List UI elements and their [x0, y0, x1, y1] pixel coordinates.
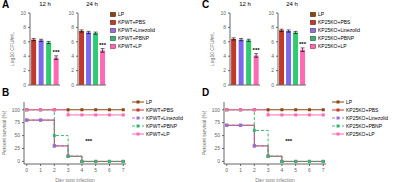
svg-text:2: 2 — [23, 67, 26, 73]
svg-text:10: 10 — [68, 10, 74, 16]
svg-text:5: 5 — [294, 167, 297, 173]
svg-text:2: 2 — [253, 167, 256, 173]
svg-text:Day post infection: Day post infection — [255, 177, 295, 182]
svg-text:1: 1 — [239, 167, 242, 173]
svg-text:3: 3 — [267, 167, 270, 173]
html-text:KP25KO+Linezolid: KP25KO+Linezolid — [346, 115, 389, 121]
html-text:B: B — [2, 87, 10, 98]
html-text:Log10 CFU/mL: Log10 CFU/mL — [9, 32, 15, 66]
svg-text:4: 4 — [223, 53, 226, 59]
html-text:Percent survival (%): Percent survival (%) — [1, 110, 7, 156]
html-text:KP25KO+Linezolid: KP25KO+Linezolid — [318, 27, 361, 33]
svg-text:0: 0 — [217, 158, 220, 164]
svg-text:2: 2 — [223, 67, 226, 73]
svg-text:***: *** — [99, 42, 107, 48]
svg-text:5: 5 — [94, 167, 97, 173]
svg-text:0: 0 — [17, 158, 20, 164]
html-text:LP: LP — [146, 99, 153, 105]
svg-text:2: 2 — [53, 167, 56, 173]
svg-text:6: 6 — [23, 39, 26, 45]
html-text:Percent survival (%): Percent survival (%) — [201, 110, 207, 156]
html-text:KPWT+PBNP: KPWT+PBNP — [118, 35, 149, 41]
html-text:KPWT+PBS: KPWT+PBS — [146, 107, 174, 113]
html-text:KP25KO+PBS: KP25KO+PBS — [318, 19, 351, 25]
svg-text:100: 100 — [12, 107, 21, 113]
html-text:24 h: 24 h — [286, 1, 298, 7]
svg-text:50: 50 — [14, 132, 20, 138]
svg-text:6: 6 — [308, 167, 311, 173]
svg-text:***: *** — [253, 47, 261, 53]
html-text:KPWT+LP: KPWT+LP — [146, 131, 170, 137]
svg-text:75: 75 — [14, 119, 20, 125]
svg-text:8: 8 — [271, 24, 274, 30]
svg-text:0: 0 — [225, 167, 228, 173]
html-text:KP25KO+PBNP: KP25KO+PBNP — [318, 35, 354, 41]
svg-text:25: 25 — [214, 145, 220, 151]
svg-text:6: 6 — [71, 39, 74, 45]
svg-text:0: 0 — [271, 82, 274, 88]
html-text:KPWT+Linezolid: KPWT+Linezolid — [118, 27, 156, 33]
svg-text:***: *** — [299, 41, 307, 47]
svg-text:***: *** — [53, 49, 61, 55]
svg-text:8: 8 — [23, 24, 26, 30]
html-text:KPWT+PBNP: KPWT+PBNP — [146, 123, 177, 129]
html-text:LP: LP — [346, 99, 353, 105]
html-text:Log10 CFU/mL: Log10 CFU/mL — [209, 32, 215, 66]
svg-text:6: 6 — [271, 39, 274, 45]
svg-text:7: 7 — [322, 167, 325, 173]
svg-text:0: 0 — [223, 82, 226, 88]
html-text:LP: LP — [118, 11, 125, 17]
html-text:KPWT+LP: KPWT+LP — [118, 43, 142, 49]
svg-text:0: 0 — [71, 82, 74, 88]
svg-text:4: 4 — [281, 167, 284, 173]
svg-text:2: 2 — [71, 67, 74, 73]
svg-text:8: 8 — [223, 24, 226, 30]
svg-text:6: 6 — [223, 39, 226, 45]
svg-text:0: 0 — [25, 167, 28, 173]
svg-text:4: 4 — [81, 167, 84, 173]
svg-text:75: 75 — [214, 119, 220, 125]
svg-text:0: 0 — [23, 82, 26, 88]
html-text:D: D — [202, 87, 210, 98]
svg-text:10: 10 — [268, 10, 274, 16]
svg-text:25: 25 — [14, 145, 20, 151]
html-text:A: A — [2, 0, 10, 10]
html-text:KP25KO+PBNP: KP25KO+PBNP — [346, 123, 382, 129]
html-text:LP: LP — [318, 11, 325, 17]
svg-text:100: 100 — [212, 107, 221, 113]
html-text:24 h: 24 h — [86, 1, 98, 7]
html-text:KP25KO+PBS: KP25KO+PBS — [346, 107, 379, 113]
html-text:KPWT+Linezolid: KPWT+Linezolid — [146, 115, 184, 121]
html-text:C: C — [202, 0, 210, 10]
svg-text:7: 7 — [122, 167, 125, 173]
svg-text:10: 10 — [20, 10, 26, 16]
html-text:12 h: 12 h — [239, 1, 251, 7]
svg-text:1: 1 — [39, 167, 42, 173]
html-text:12 h: 12 h — [39, 1, 51, 7]
svg-text:8: 8 — [71, 24, 74, 30]
svg-text:3: 3 — [67, 167, 70, 173]
html-text:KP25KO+LP: KP25KO+LP — [346, 131, 375, 137]
svg-text:Day post infection: Day post infection — [55, 177, 95, 182]
svg-text:50: 50 — [214, 132, 220, 138]
svg-text:2: 2 — [271, 67, 274, 73]
svg-text:10: 10 — [220, 10, 226, 16]
html-text:KP25KO+LP: KP25KO+LP — [318, 43, 347, 49]
svg-text:4: 4 — [271, 53, 274, 59]
svg-text:4: 4 — [23, 53, 26, 59]
svg-text:6: 6 — [108, 167, 111, 173]
html-text:KPWT+PBS: KPWT+PBS — [118, 19, 146, 25]
svg-text:4: 4 — [71, 53, 74, 59]
